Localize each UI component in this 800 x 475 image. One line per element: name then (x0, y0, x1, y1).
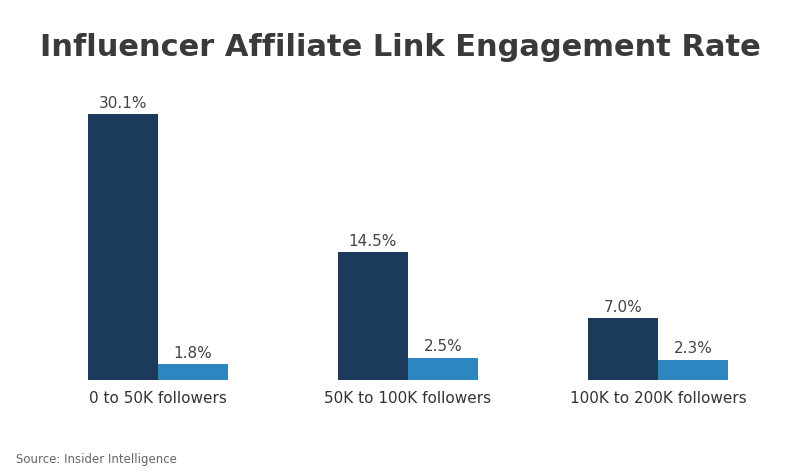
Text: 7.0%: 7.0% (604, 300, 642, 315)
Text: 2.5%: 2.5% (424, 340, 462, 354)
Text: 30.1%: 30.1% (98, 96, 147, 111)
Text: 1.8%: 1.8% (174, 346, 212, 361)
Bar (588, 318, 658, 380)
Text: Source: Insider Intelligence: Source: Insider Intelligence (16, 453, 177, 465)
Bar (88, 114, 158, 380)
Bar (158, 364, 228, 380)
Legend: TikTok, Instagram: TikTok, Instagram (294, 474, 522, 475)
Bar (408, 358, 478, 380)
Bar (658, 360, 728, 380)
Text: 14.5%: 14.5% (349, 234, 397, 248)
Text: Influencer Affiliate Link Engagement Rate: Influencer Affiliate Link Engagement Rat… (40, 33, 760, 62)
Text: 2.3%: 2.3% (674, 341, 713, 356)
Bar (338, 252, 408, 380)
